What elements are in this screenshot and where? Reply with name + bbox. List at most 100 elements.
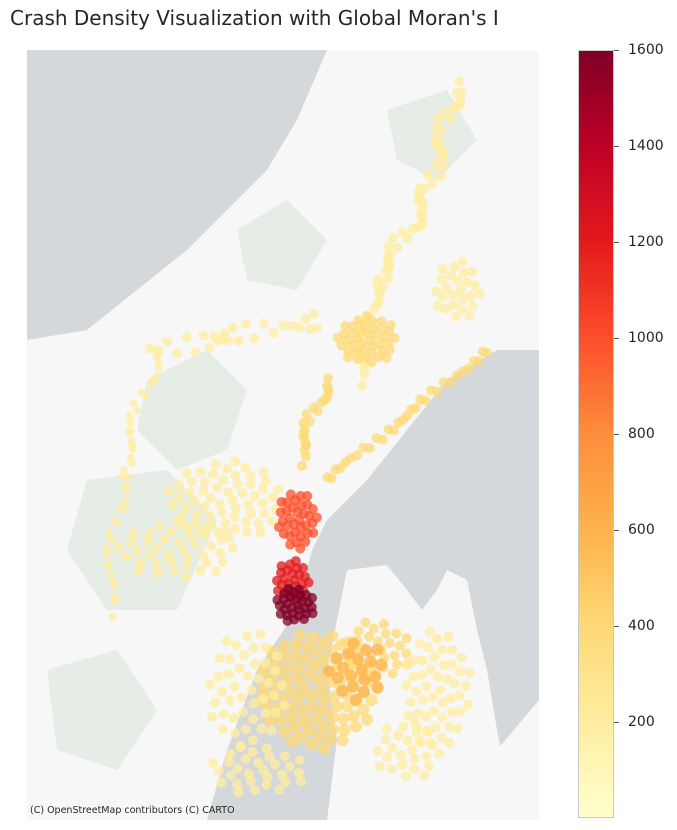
crash-point (267, 492, 278, 503)
park-area (67, 470, 217, 610)
crash-point (441, 674, 452, 685)
crash-point (401, 680, 412, 691)
crash-point (227, 542, 238, 553)
crash-point (444, 738, 455, 749)
crash-point (227, 495, 238, 505)
crash-point (285, 539, 296, 550)
crash-point (217, 686, 228, 697)
crash-point (353, 625, 364, 636)
map-canvas[interactable] (27, 50, 539, 820)
crash-point (273, 484, 284, 495)
crash-point (229, 511, 240, 522)
crash-point (371, 681, 384, 694)
crash-point (190, 539, 201, 550)
crash-point (290, 556, 301, 567)
crash-point (258, 318, 269, 329)
crash-point (468, 356, 479, 367)
crash-point (205, 511, 216, 522)
crash-point (255, 527, 266, 538)
crash-point (185, 531, 196, 542)
crash-point (198, 485, 209, 496)
crash-point (425, 664, 436, 675)
crash-point (241, 527, 252, 538)
crash-point (427, 740, 438, 751)
crash-point (330, 652, 343, 665)
crash-point (432, 633, 443, 644)
crash-point (467, 266, 478, 277)
crash-point (151, 559, 162, 570)
crash-point (457, 293, 468, 304)
crash-point (186, 476, 197, 487)
crash-point (340, 320, 351, 331)
crash-point (421, 681, 432, 692)
crash-point (454, 76, 465, 87)
crash-point (201, 557, 212, 568)
crash-point (295, 776, 306, 787)
crash-point (172, 348, 183, 359)
crash-point (212, 482, 223, 493)
crash-point (400, 771, 411, 782)
crash-point (292, 662, 305, 675)
crash-point (398, 721, 409, 732)
crash-point (397, 759, 408, 770)
crash-point (225, 770, 236, 781)
colorbar-tick (614, 50, 619, 51)
crash-point (419, 770, 430, 781)
crash-point (382, 752, 393, 763)
crash-point (260, 657, 271, 668)
crash-point (256, 723, 267, 734)
crash-point (110, 581, 119, 590)
crash-point (285, 711, 298, 724)
crash-point (228, 712, 239, 723)
colorbar-tick (614, 434, 619, 435)
crash-point (393, 730, 404, 741)
colorbar-tick (614, 242, 619, 243)
crash-point (369, 303, 380, 314)
crash-point (229, 681, 240, 692)
basemap-and-crash-points (27, 50, 539, 820)
crash-point (430, 722, 441, 733)
crash-point (380, 628, 391, 639)
crash-point (132, 406, 141, 415)
colorbar-tick-label: 1000 (628, 330, 664, 346)
crash-point (350, 720, 363, 733)
crash-point (283, 583, 294, 594)
crash-point (388, 233, 399, 244)
crash-point (383, 273, 394, 284)
crash-point (269, 665, 280, 676)
crash-point (467, 300, 478, 311)
crash-point (456, 87, 467, 98)
crash-point (182, 522, 193, 533)
crash-point (181, 560, 192, 571)
crash-point (242, 670, 253, 681)
crash-point (415, 638, 426, 649)
crash-point (458, 267, 469, 278)
crash-point (295, 543, 306, 554)
crash-point (450, 311, 461, 322)
crash-point (360, 644, 373, 657)
crash-point (305, 689, 318, 702)
crash-point (308, 527, 319, 538)
crash-point (207, 711, 218, 722)
colorbar-tick (614, 530, 619, 531)
crash-point (344, 669, 357, 682)
crash-point (113, 542, 124, 553)
crash-point (261, 779, 272, 790)
crash-point (385, 319, 396, 330)
crash-point (294, 628, 307, 641)
crash-point (269, 690, 280, 701)
crash-point (318, 742, 331, 755)
crash-point (102, 549, 111, 558)
crash-point (392, 243, 403, 254)
crash-point (346, 680, 359, 693)
crash-point (455, 285, 466, 295)
crash-point (280, 776, 291, 787)
crash-point (426, 385, 437, 396)
crash-point (232, 779, 243, 790)
crash-point (227, 322, 238, 333)
crash-point (288, 722, 301, 735)
crash-point (373, 351, 384, 362)
crash-point (406, 745, 417, 755)
crash-point (317, 654, 330, 667)
crash-point (221, 636, 232, 647)
